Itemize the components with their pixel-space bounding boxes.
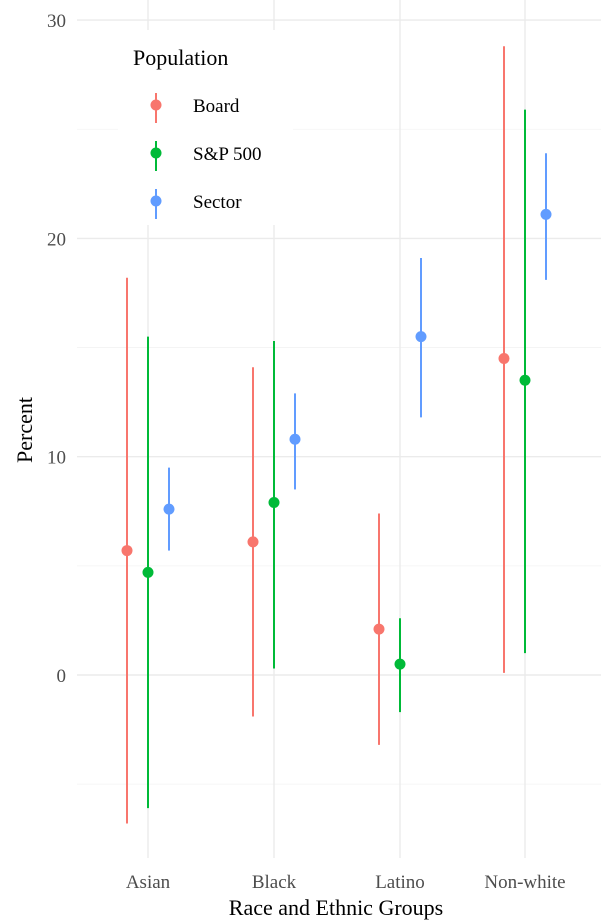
- y-tick-label: 10: [47, 448, 66, 469]
- data-point: [142, 566, 154, 578]
- data-point: [163, 503, 175, 515]
- legend-title: Population: [133, 45, 228, 70]
- data-point: [247, 536, 259, 548]
- y-tick-label: 30: [47, 11, 66, 32]
- x-axis-tick-labels: Asian Black Latino Non-white: [126, 872, 566, 893]
- x-tick-label: Latino: [375, 872, 425, 893]
- legend-label: S&P 500: [193, 144, 261, 165]
- data-point: [268, 497, 280, 509]
- data-marks: [121, 46, 552, 824]
- legend-key-point: [150, 147, 162, 159]
- data-point: [519, 374, 531, 386]
- x-tick-label: Non-white: [484, 872, 565, 893]
- y-axis-tick-labels: 0 10 20 30: [47, 11, 66, 687]
- y-axis-title: Percent: [12, 397, 37, 463]
- data-point: [540, 208, 552, 220]
- x-axis-title: Race and Ethnic Groups: [229, 895, 443, 920]
- legend: Population Board S&P 500 Sector: [118, 30, 293, 225]
- x-tick-label: Black: [252, 872, 297, 893]
- legend-background: [118, 30, 293, 225]
- legend-label: Board: [193, 96, 240, 117]
- data-point: [415, 331, 427, 343]
- y-tick-label: 0: [57, 666, 67, 687]
- data-point: [121, 545, 133, 557]
- data-point: [289, 433, 301, 445]
- data-point: [394, 658, 406, 670]
- data-point: [373, 623, 385, 635]
- x-tick-label: Asian: [126, 872, 171, 893]
- legend-key-point: [150, 99, 162, 111]
- y-tick-label: 20: [47, 229, 66, 250]
- legend-label: Sector: [193, 192, 242, 213]
- legend-keys: Board S&P 500 Sector: [150, 93, 261, 219]
- legend-key-point: [150, 195, 162, 207]
- data-point: [498, 352, 510, 364]
